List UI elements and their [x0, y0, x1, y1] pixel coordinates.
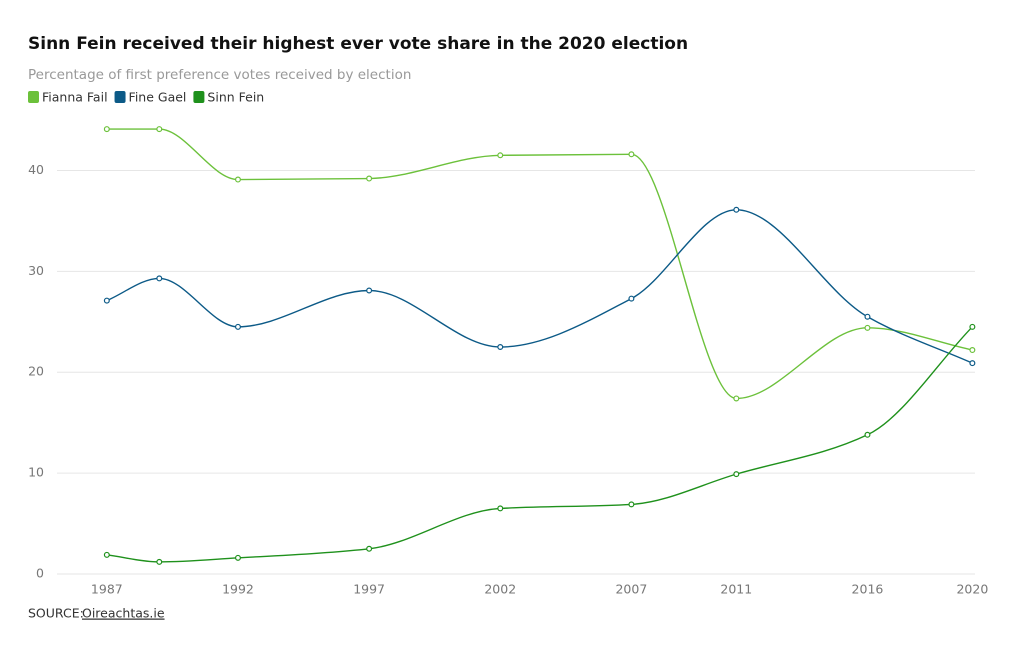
y-tick-label: 10 — [28, 465, 44, 480]
point — [969, 347, 976, 354]
series-line — [106, 209, 973, 364]
point — [366, 175, 373, 182]
legend-swatch — [193, 91, 205, 103]
point — [969, 323, 976, 330]
series-line — [106, 326, 973, 563]
point — [864, 324, 871, 331]
legend-label: Fianna Fail — [42, 90, 108, 105]
point — [497, 344, 504, 351]
x-tick-label: 2020 — [956, 582, 988, 597]
y-tick-label: 40 — [28, 162, 44, 177]
x-tick-label: 1997 — [353, 582, 385, 597]
point — [156, 126, 163, 133]
point — [366, 287, 373, 294]
point — [733, 395, 740, 402]
source-label: SOURCE: — [28, 606, 84, 621]
y-tick-label: 0 — [36, 566, 44, 581]
point — [156, 275, 163, 282]
chart-title: Sinn Fein received their highest ever vo… — [28, 34, 688, 54]
x-tick-label: 2011 — [720, 582, 752, 597]
point — [156, 558, 163, 565]
legend-swatch — [114, 91, 126, 103]
legend-label: Sinn Fein — [207, 90, 264, 105]
x-tick-label: 1992 — [222, 582, 254, 597]
x-tick-label: 2002 — [484, 582, 516, 597]
point — [969, 360, 976, 367]
x-tick-label: 1987 — [91, 582, 123, 597]
point — [103, 551, 110, 558]
y-tick-label: 20 — [28, 364, 44, 379]
point — [234, 323, 241, 330]
series-line — [106, 128, 973, 400]
point — [733, 471, 740, 478]
legend-swatch — [28, 91, 39, 103]
point — [628, 501, 635, 508]
chart-subtitle: Percentage of first preference votes rec… — [28, 67, 411, 83]
point — [864, 431, 871, 438]
legend-label: Fine Gael — [129, 90, 187, 105]
point — [628, 151, 635, 158]
y-tick-label: 30 — [28, 263, 44, 278]
x-tick-label: 2007 — [615, 582, 647, 597]
source-link[interactable]: Oireachtas.ie — [82, 606, 165, 621]
point — [864, 313, 871, 320]
point — [103, 297, 110, 304]
point — [103, 126, 110, 133]
point — [733, 206, 740, 213]
x-tick-label: 2016 — [852, 582, 884, 597]
point — [497, 505, 504, 512]
point — [234, 554, 241, 561]
point — [234, 176, 241, 183]
point — [366, 545, 373, 552]
point — [497, 152, 504, 159]
point — [628, 295, 635, 302]
